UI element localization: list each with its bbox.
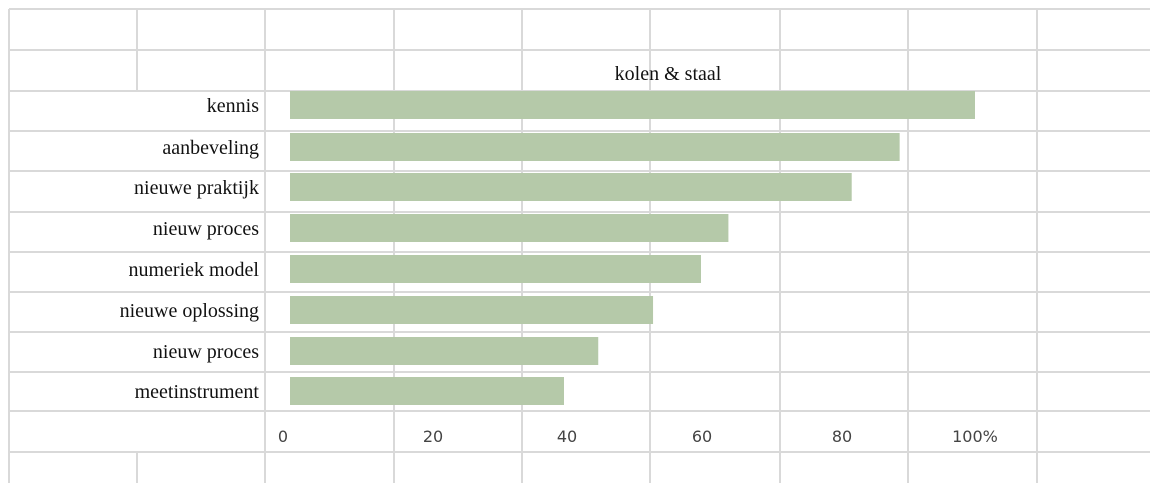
- x-tick-labels: 0 20 40 60 80 100%: [278, 427, 998, 446]
- x-tick-label: 0: [278, 427, 288, 446]
- bar: [290, 377, 564, 405]
- chart-title: kolen & staal: [615, 63, 722, 85]
- bar: [290, 255, 701, 283]
- category-label: nieuwe oplossing: [120, 300, 259, 322]
- bar: [290, 214, 729, 242]
- x-tick-label: 60: [692, 427, 712, 446]
- category-label: meetinstrument: [135, 381, 260, 403]
- bar: [290, 173, 852, 201]
- bar: [290, 296, 654, 324]
- bar: [290, 337, 599, 365]
- category-label: nieuwe praktijk: [134, 177, 259, 199]
- x-tick-label: 100%: [952, 427, 998, 446]
- bar-series: [290, 91, 975, 405]
- category-labels: kennis aanbeveling nieuwe praktijk nieuw pr…: [120, 95, 260, 403]
- bar: [290, 91, 975, 119]
- x-tick-label: 40: [557, 427, 577, 446]
- bar: [290, 133, 900, 161]
- x-tick-label: 20: [423, 427, 443, 446]
- category-label: kennis: [207, 95, 259, 117]
- category-label: nieuw proces: [153, 341, 259, 363]
- spreadsheet-grid: [8, 8, 1150, 483]
- category-label: nieuw proces: [153, 218, 259, 240]
- x-tick-label: 80: [832, 427, 852, 446]
- category-label: numeriek model: [128, 259, 259, 281]
- category-label: aanbeveling: [162, 137, 259, 159]
